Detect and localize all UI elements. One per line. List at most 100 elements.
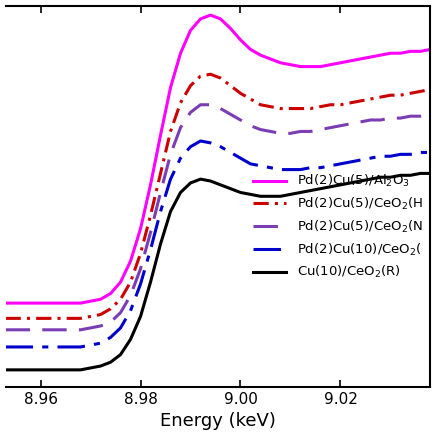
- Pd(2)Cu(5)/CeO$_2$(H: [328, 102, 333, 107]
- Pd(2)Cu(10)/CeO$_2$(: [188, 144, 193, 149]
- Pd(2)Cu(10)/CeO$_2$(: [308, 165, 313, 170]
- Pd(2)Cu(5)/CeO$_2$(H: [388, 92, 393, 98]
- Pd(2)Cu(10)/CeO$_2$(: [48, 344, 53, 350]
- Pd(2)Cu(5)/CeO$_2$(N: [58, 327, 63, 332]
- Pd(2)Cu(5)/CeO$_2$(H: [178, 100, 183, 106]
- Cu(10)/CeO$_2$(R): [18, 367, 23, 372]
- Pd(2)Cu(5)/CeO$_2$(H: [78, 316, 83, 321]
- Cu(10)/CeO$_2$(R): [158, 242, 163, 247]
- Cu(10)/CeO$_2$(R): [128, 337, 133, 342]
- Pd(2)Cu(10)/CeO$_2$(: [268, 165, 273, 170]
- Cu(10)/CeO$_2$(R): [58, 367, 63, 372]
- Pd(2)Cu(5)/Al$_2$O$_3$: [208, 13, 213, 18]
- Pd(2)Cu(5)/CeO$_2$(N: [368, 117, 373, 123]
- Pd(2)Cu(10)/CeO$_2$(: [398, 152, 403, 157]
- Pd(2)Cu(5)/CeO$_2$(H: [3, 316, 8, 321]
- Pd(2)Cu(5)/CeO$_2$(H: [108, 306, 113, 311]
- Pd(2)Cu(5)/CeO$_2$(H: [88, 314, 93, 319]
- Cu(10)/CeO$_2$(R): [188, 181, 193, 186]
- Pd(2)Cu(5)/CeO$_2$(N: [378, 117, 383, 123]
- Pd(2)Cu(10)/CeO$_2$(: [348, 159, 353, 164]
- Pd(2)Cu(10)/CeO$_2$(: [228, 150, 233, 155]
- Pd(2)Cu(10)/CeO$_2$(: [378, 153, 383, 159]
- Pd(2)Cu(5)/Al$_2$O$_3$: [118, 279, 123, 285]
- Cu(10)/CeO$_2$(R): [178, 190, 183, 195]
- Pd(2)Cu(5)/Al$_2$O$_3$: [188, 28, 193, 33]
- Pd(2)Cu(5)/Al$_2$O$_3$: [308, 64, 313, 69]
- Pd(2)Cu(5)/CeO$_2$(H: [228, 83, 233, 88]
- Pd(2)Cu(10)/CeO$_2$(: [428, 150, 433, 155]
- Pd(2)Cu(5)/CeO$_2$(N: [108, 320, 113, 325]
- Pd(2)Cu(5)/CeO$_2$(N: [168, 152, 173, 157]
- Pd(2)Cu(5)/Al$_2$O$_3$: [238, 37, 243, 42]
- Pd(2)Cu(5)/CeO$_2$(N: [308, 129, 313, 134]
- Pd(2)Cu(5)/CeO$_2$(H: [298, 106, 303, 111]
- Pd(2)Cu(5)/Al$_2$O$_3$: [178, 51, 183, 56]
- Cu(10)/CeO$_2$(R): [268, 194, 273, 199]
- Pd(2)Cu(5)/Al$_2$O$_3$: [48, 300, 53, 306]
- Cu(10)/CeO$_2$(R): [258, 194, 263, 199]
- Pd(2)Cu(5)/Al$_2$O$_3$: [388, 51, 393, 56]
- Cu(10)/CeO$_2$(R): [98, 364, 103, 369]
- Pd(2)Cu(5)/Al$_2$O$_3$: [358, 56, 363, 61]
- Pd(2)Cu(10)/CeO$_2$(: [78, 344, 83, 350]
- Pd(2)Cu(5)/CeO$_2$(N: [198, 102, 203, 107]
- Pd(2)Cu(5)/CeO$_2$(H: [268, 104, 273, 109]
- Cu(10)/CeO$_2$(R): [288, 192, 293, 197]
- Pd(2)Cu(5)/CeO$_2$(N: [118, 310, 123, 315]
- Cu(10)/CeO$_2$(R): [428, 171, 433, 176]
- Pd(2)Cu(10)/CeO$_2$(: [298, 167, 303, 172]
- Cu(10)/CeO$_2$(R): [248, 192, 253, 197]
- Cu(10)/CeO$_2$(R): [368, 177, 373, 182]
- Pd(2)Cu(5)/CeO$_2$(H: [378, 95, 383, 100]
- Pd(2)Cu(5)/Al$_2$O$_3$: [168, 85, 173, 90]
- Cu(10)/CeO$_2$(R): [38, 367, 43, 372]
- Pd(2)Cu(5)/CeO$_2$(N: [218, 106, 223, 111]
- Cu(10)/CeO$_2$(R): [3, 367, 8, 372]
- Pd(2)Cu(10)/CeO$_2$(: [128, 308, 133, 313]
- Pd(2)Cu(5)/CeO$_2$(N: [388, 116, 393, 121]
- Pd(2)Cu(5)/CeO$_2$(H: [408, 91, 413, 96]
- Pd(2)Cu(5)/CeO$_2$(H: [248, 96, 253, 102]
- Pd(2)Cu(5)/CeO$_2$(N: [78, 327, 83, 332]
- Pd(2)Cu(5)/Al$_2$O$_3$: [368, 54, 373, 60]
- Pd(2)Cu(5)/CeO$_2$(N: [38, 327, 43, 332]
- Cu(10)/CeO$_2$(R): [348, 181, 353, 186]
- Pd(2)Cu(5)/CeO$_2$(H: [288, 106, 293, 111]
- Pd(2)Cu(5)/Al$_2$O$_3$: [418, 49, 423, 54]
- Pd(2)Cu(5)/CeO$_2$(N: [88, 325, 93, 330]
- Cu(10)/CeO$_2$(R): [238, 190, 243, 195]
- Pd(2)Cu(5)/Al$_2$O$_3$: [98, 296, 103, 302]
- Cu(10)/CeO$_2$(R): [328, 184, 333, 189]
- Pd(2)Cu(5)/CeO$_2$(N: [138, 266, 143, 271]
- Pd(2)Cu(5)/CeO$_2$(H: [318, 104, 323, 109]
- Cu(10)/CeO$_2$(R): [378, 174, 383, 180]
- Pd(2)Cu(5)/CeO$_2$(H: [158, 171, 163, 176]
- Pd(2)Cu(5)/CeO$_2$(H: [338, 102, 343, 107]
- Pd(2)Cu(10)/CeO$_2$(: [318, 165, 323, 170]
- Pd(2)Cu(5)/CeO$_2$(N: [318, 127, 323, 132]
- Pd(2)Cu(5)/Al$_2$O$_3$: [18, 300, 23, 306]
- Pd(2)Cu(5)/Al$_2$O$_3$: [298, 64, 303, 69]
- Line: Pd(2)Cu(5)/CeO$_2$(N: Pd(2)Cu(5)/CeO$_2$(N: [6, 105, 430, 330]
- Pd(2)Cu(5)/CeO$_2$(N: [128, 293, 133, 298]
- Cu(10)/CeO$_2$(R): [148, 279, 153, 285]
- Pd(2)Cu(5)/CeO$_2$(N: [398, 116, 403, 121]
- Pd(2)Cu(5)/CeO$_2$(N: [348, 121, 353, 126]
- Pd(2)Cu(5)/CeO$_2$(H: [168, 129, 173, 134]
- Pd(2)Cu(5)/CeO$_2$(N: [288, 131, 293, 136]
- Pd(2)Cu(10)/CeO$_2$(: [168, 177, 173, 182]
- Pd(2)Cu(10)/CeO$_2$(: [208, 140, 213, 146]
- Pd(2)Cu(5)/CeO$_2$(N: [158, 190, 163, 195]
- Pd(2)Cu(10)/CeO$_2$(: [278, 167, 283, 172]
- Pd(2)Cu(5)/Al$_2$O$_3$: [38, 300, 43, 306]
- Pd(2)Cu(10)/CeO$_2$(: [18, 344, 23, 350]
- Cu(10)/CeO$_2$(R): [358, 178, 363, 184]
- Pd(2)Cu(5)/CeO$_2$(H: [118, 296, 123, 302]
- Pd(2)Cu(5)/CeO$_2$(H: [68, 316, 73, 321]
- Pd(2)Cu(5)/Al$_2$O$_3$: [198, 16, 203, 21]
- Pd(2)Cu(5)/Al$_2$O$_3$: [128, 259, 133, 264]
- Pd(2)Cu(5)/Al$_2$O$_3$: [68, 300, 73, 306]
- Cu(10)/CeO$_2$(R): [138, 314, 143, 319]
- Pd(2)Cu(5)/CeO$_2$(H: [28, 316, 33, 321]
